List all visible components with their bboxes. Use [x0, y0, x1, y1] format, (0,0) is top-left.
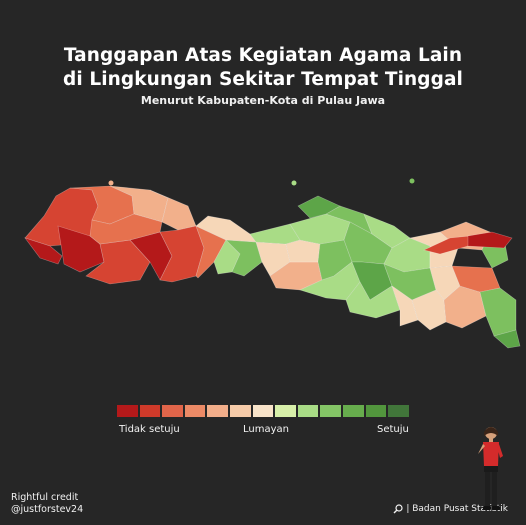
legend-swatch	[162, 405, 183, 417]
map-regions	[24, 178, 521, 349]
title-line-2: di Lingkungan Sekitar Tempat Tinggal	[63, 69, 463, 90]
legend-swatch	[184, 405, 206, 417]
search-icon	[393, 504, 403, 514]
legend-swatch	[320, 405, 342, 417]
region-jepara	[297, 195, 341, 219]
island-bawean	[409, 178, 415, 184]
legend-swatch	[230, 405, 251, 417]
region-ujung-kulon	[24, 237, 63, 265]
legend-swatch	[388, 405, 409, 417]
region-madura-e	[467, 231, 513, 249]
legend-label-high: Setuju	[377, 424, 409, 435]
legend-swatch	[275, 405, 296, 417]
legend-swatch	[343, 405, 364, 417]
map-subtitle: Menurut Kabupaten-Kota di Pulau Jawa	[140, 94, 386, 107]
legend-swatch	[365, 405, 387, 417]
region-ponorogo	[391, 285, 419, 327]
island-karimunjawa	[291, 180, 297, 186]
title-line-1: Tanggapan Atas Kegiatan Agama Lain	[63, 45, 463, 66]
legend-swatch	[252, 405, 274, 417]
source: | Badan Pusat Statistik	[393, 504, 508, 514]
region-bandung	[89, 213, 163, 245]
island-kepulauan-seribu	[108, 180, 114, 186]
source-label: | Badan Pusat Statistik	[406, 504, 508, 514]
region-wonosobo	[285, 239, 321, 263]
credit-handle: @justforstev24	[11, 504, 84, 515]
legend-swatch	[207, 405, 229, 417]
map-title: Tanggapan Atas Kegiatan Agama Lain di Li…	[0, 44, 526, 92]
region-lumajang-jember	[479, 287, 517, 337]
legend-swatch	[297, 405, 319, 417]
legend-label-low: Tidak setuju	[119, 424, 180, 435]
region-banyuwangi	[493, 329, 521, 349]
presenter-illustration	[478, 427, 503, 510]
legend-swatch	[139, 405, 161, 417]
legend-swatch	[117, 405, 138, 417]
region-sukabumi	[85, 239, 151, 285]
legend-label-mid: Lumayan	[243, 424, 289, 435]
credit: Rightful credit @justforstev24	[11, 492, 83, 516]
credit-line-1: Rightful credit	[11, 492, 79, 503]
color-legend	[117, 405, 409, 417]
